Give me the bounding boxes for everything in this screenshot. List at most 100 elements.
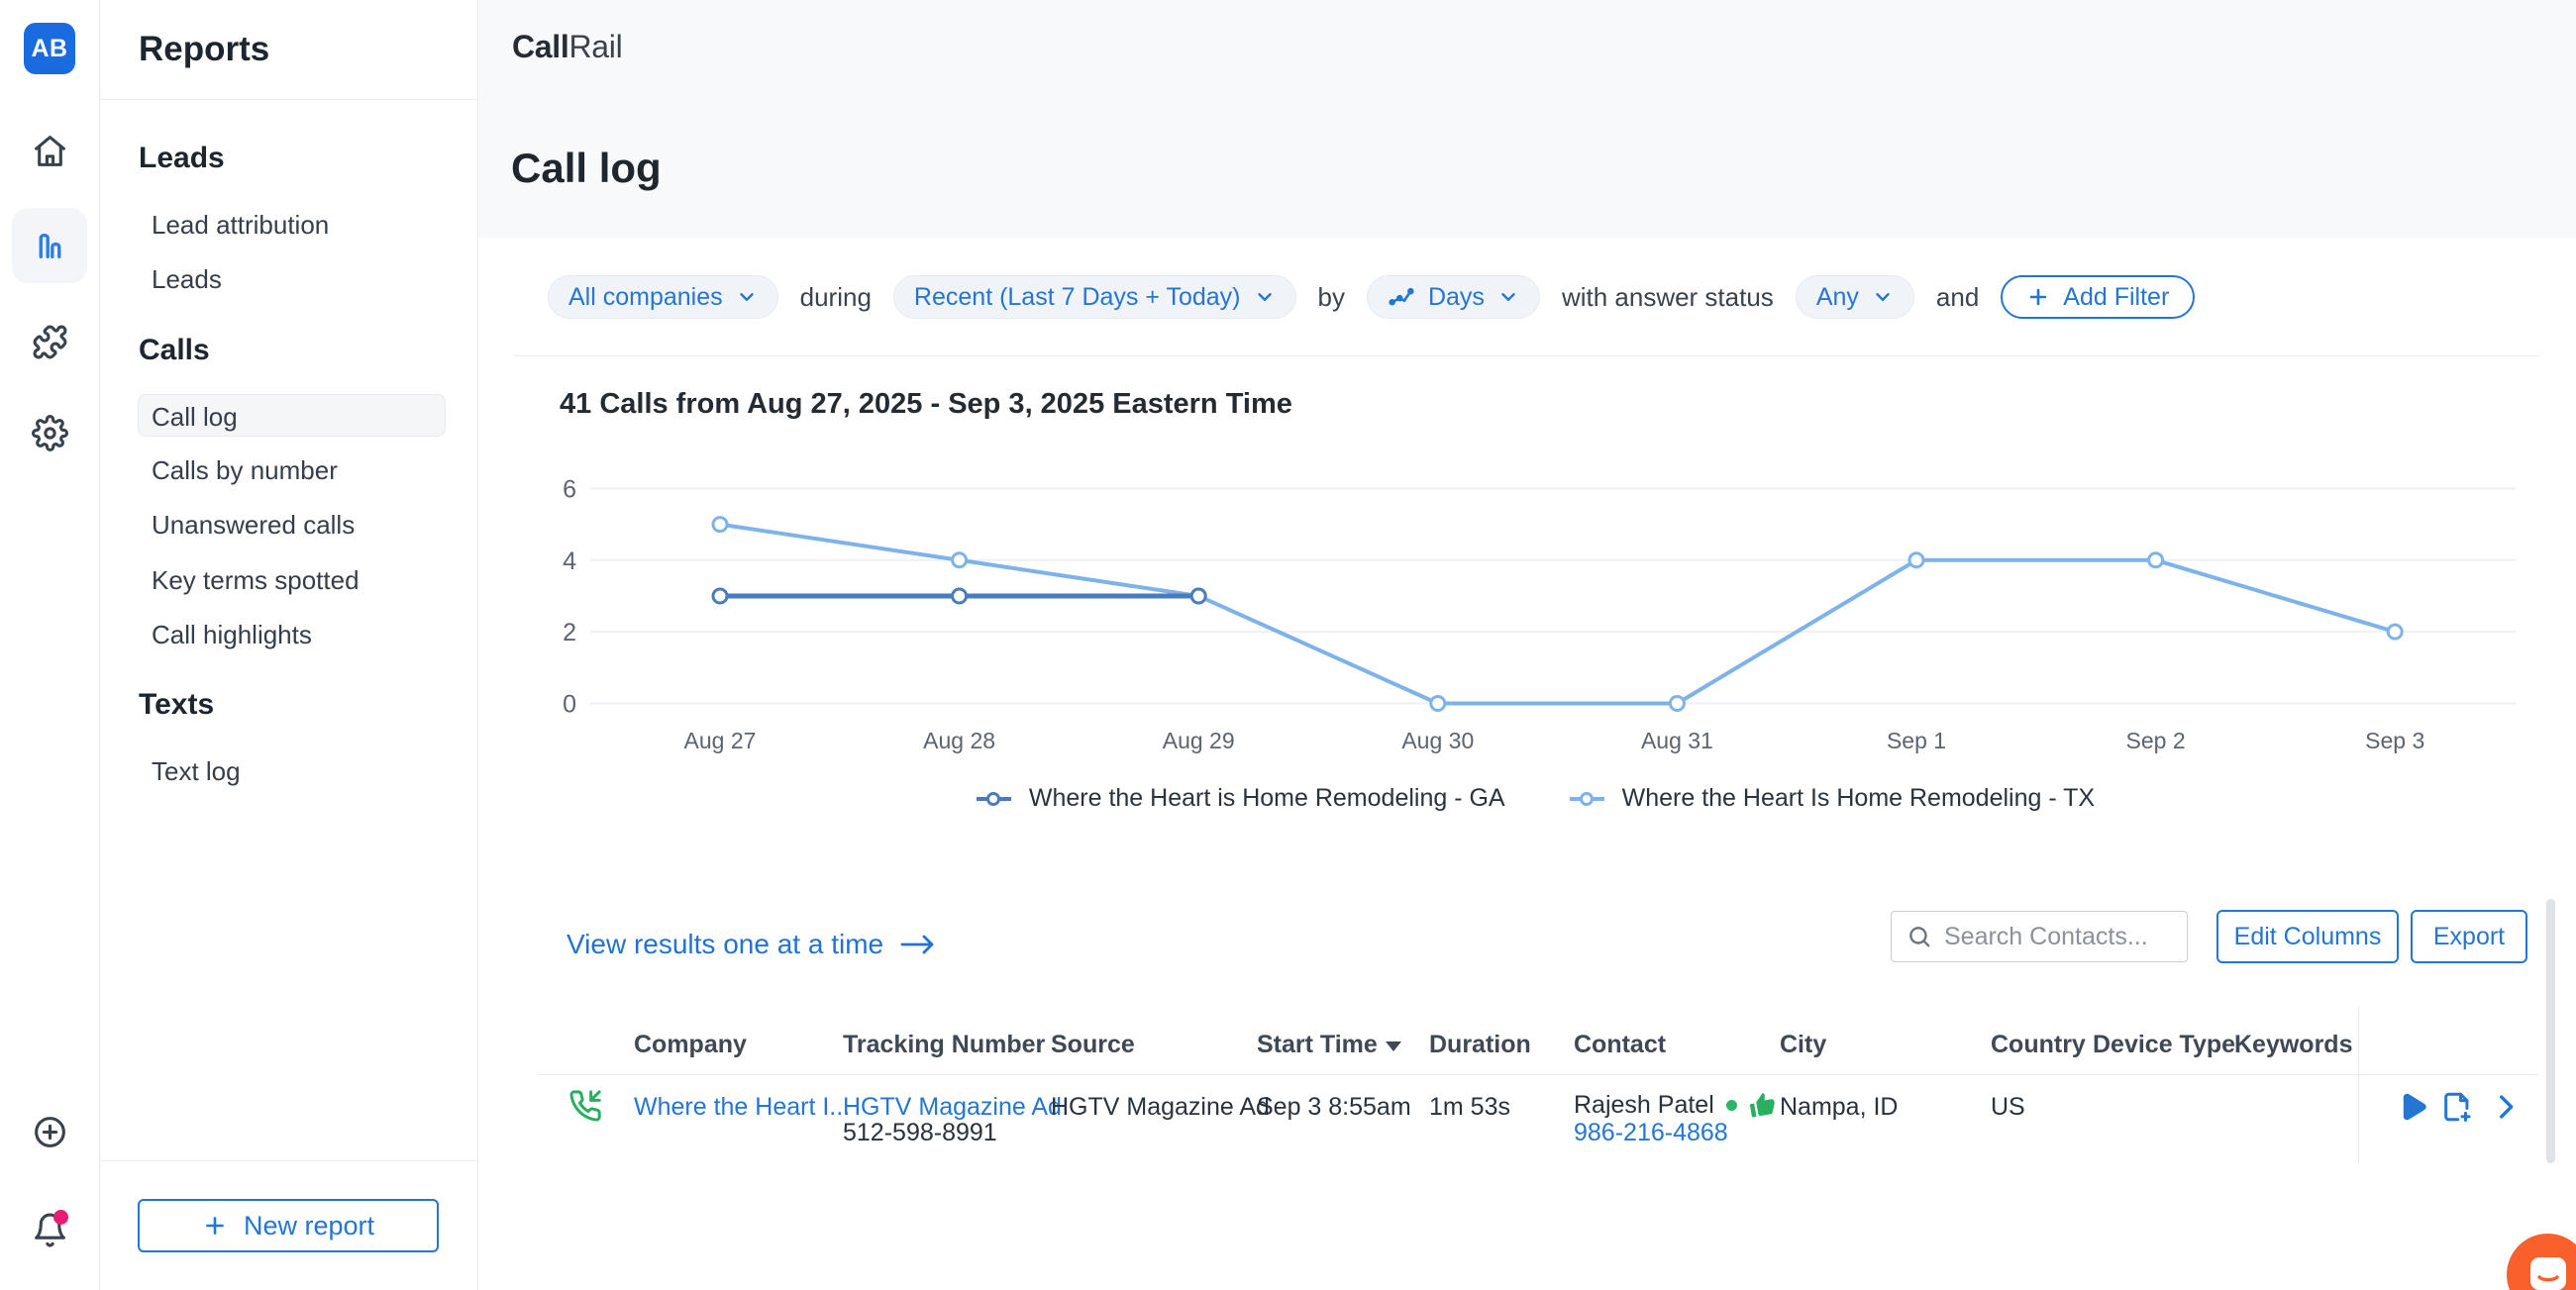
svg-text:Sep 1: Sep 1 bbox=[1887, 728, 1946, 753]
filter-connector-during: during bbox=[799, 281, 872, 312]
svg-text:Aug 28: Aug 28 bbox=[923, 728, 995, 753]
add-filter-label: Add Filter bbox=[2063, 282, 2170, 311]
logo-text-bold: Call bbox=[512, 29, 569, 64]
row-contact-phone-link[interactable]: 986-216-4868 bbox=[1574, 1119, 1728, 1146]
date-range-value: Recent (Last 7 Days + Today) bbox=[913, 282, 1241, 311]
column-header-tracking-number[interactable]: Tracking Number bbox=[843, 1031, 1045, 1059]
column-header-source[interactable]: Source bbox=[1051, 1031, 1135, 1059]
divider bbox=[101, 99, 477, 100]
icon-rail: AB bbox=[0, 0, 100, 1290]
row-contact-name: Rajesh Patel bbox=[1574, 1091, 1714, 1119]
divider bbox=[2358, 1007, 2359, 1163]
legend-item-tx[interactable]: Where the Heart Is Home Remodeling - TX bbox=[1569, 784, 2096, 813]
column-label: Keywords bbox=[2234, 1031, 2353, 1058]
column-header-start-time[interactable]: Start Time bbox=[1257, 1031, 1401, 1059]
sidebar-item-key-terms-spotted[interactable]: Key terms spotted bbox=[152, 565, 360, 595]
column-label: Country bbox=[1991, 1031, 2086, 1058]
column-label: City bbox=[1780, 1031, 1827, 1058]
avatar[interactable]: AB bbox=[24, 23, 75, 74]
open-call-detail-button[interactable] bbox=[2489, 1090, 2523, 1124]
callrail-logo: CallRail bbox=[512, 29, 623, 65]
column-header-duration[interactable]: Duration bbox=[1429, 1031, 1531, 1059]
column-header-device-type[interactable]: Device Type bbox=[2093, 1031, 2235, 1059]
chart-title: 41 Calls from Aug 27, 2025 - Sep 3, 2025… bbox=[560, 388, 1292, 420]
reports-nav-button[interactable] bbox=[12, 208, 87, 283]
legend-marker-icon bbox=[976, 791, 1011, 806]
column-label: Company bbox=[634, 1031, 747, 1058]
edit-columns-button[interactable]: Edit Columns bbox=[2216, 910, 2399, 963]
calls-trend-chart: 0 2 4 6 Aug 27 Aug 28 Aug 29 Aug 30 Aug 31 Sep 1 S… bbox=[563, 475, 2516, 753]
row-tracking-name-link[interactable]: HGTV Magazine Ad bbox=[843, 1093, 1062, 1121]
settings-nav-button[interactable] bbox=[12, 395, 87, 470]
column-header-keywords[interactable]: Keywords bbox=[2234, 1031, 2352, 1059]
chevron-down-icon bbox=[1876, 293, 1890, 301]
svg-text:Aug 27: Aug 27 bbox=[684, 728, 757, 753]
sidebar-item-leads[interactable]: Leads bbox=[152, 264, 222, 294]
filter-connector-and: and bbox=[1935, 281, 1980, 312]
section-leads: Leads bbox=[139, 142, 225, 174]
column-header-country[interactable]: Country bbox=[1991, 1031, 2086, 1059]
svg-text:Aug 30: Aug 30 bbox=[1401, 728, 1474, 753]
notifications-button[interactable] bbox=[12, 1192, 87, 1267]
sidebar-item-text-log[interactable]: Text log bbox=[152, 756, 241, 786]
column-header-company[interactable]: Company bbox=[634, 1031, 747, 1059]
sidebar-item-call-log-selected[interactable] bbox=[138, 394, 446, 437]
sidebar-item-call-log[interactable]: Call log bbox=[152, 402, 238, 432]
column-label: Contact bbox=[1574, 1031, 1667, 1058]
svg-text:6: 6 bbox=[563, 475, 576, 503]
thumbs-up-icon bbox=[1749, 1092, 1775, 1118]
sidebar-item-unanswered-calls[interactable]: Unanswered calls bbox=[152, 510, 356, 540]
export-button[interactable]: Export bbox=[2411, 910, 2527, 963]
legend-item-ga[interactable]: Where the Heart is Home Remodeling - GA bbox=[976, 784, 1505, 813]
arrow-right-icon bbox=[900, 935, 934, 954]
legend-label: Where the Heart Is Home Remodeling - TX bbox=[1621, 784, 2096, 812]
reports-sidebar: Reports Leads Lead attribution Leads Cal… bbox=[101, 0, 478, 1290]
chat-bubble-icon bbox=[2529, 1256, 2566, 1290]
row-duration: 1m 53s bbox=[1429, 1093, 1510, 1121]
chevron-down-icon bbox=[1501, 293, 1515, 301]
plus-icon bbox=[206, 1217, 224, 1235]
view-results-link[interactable]: View results one at a time bbox=[567, 929, 937, 960]
column-label: Duration bbox=[1429, 1031, 1531, 1058]
column-header-city[interactable]: City bbox=[1780, 1031, 1826, 1059]
legend-marker-icon bbox=[1569, 791, 1604, 806]
new-report-label: New report bbox=[243, 1210, 375, 1240]
answer-status-value: Any bbox=[1815, 282, 1859, 311]
filter-connector-answer-status: with answer status bbox=[1561, 281, 1774, 312]
search-contacts-input[interactable] bbox=[1944, 922, 2172, 951]
sidebar-item-calls-by-number[interactable]: Calls by number bbox=[152, 455, 338, 485]
row-source: HGTV Magazine Ad bbox=[1051, 1093, 1270, 1121]
new-report-button[interactable]: New report bbox=[138, 1199, 439, 1252]
sidebar-item-call-highlights[interactable]: Call highlights bbox=[152, 620, 312, 649]
plus-icon bbox=[2029, 288, 2047, 306]
column-label: Device Type bbox=[2093, 1031, 2236, 1058]
scrollbar-thumb[interactable] bbox=[2546, 899, 2555, 1163]
home-nav-button[interactable] bbox=[12, 113, 87, 188]
report-panel: All companies during Recent (Last 7 Days… bbox=[478, 238, 2576, 1290]
answer-status-dropdown[interactable]: Any bbox=[1795, 275, 1914, 319]
company-filter-value: All companies bbox=[568, 282, 723, 311]
row-company-link[interactable]: Where the Heart I... bbox=[634, 1093, 851, 1121]
sort-desc-icon bbox=[1385, 1042, 1401, 1051]
play-recording-button[interactable] bbox=[2396, 1090, 2429, 1124]
logo-text-light: Rail bbox=[568, 29, 623, 64]
integrations-nav-button[interactable] bbox=[12, 304, 87, 379]
column-header-contact[interactable]: Contact bbox=[1574, 1031, 1666, 1059]
chart-legend: Where the Heart is Home Remodeling - GA … bbox=[515, 784, 2555, 813]
play-icon bbox=[2403, 1093, 2426, 1121]
interval-dropdown[interactable]: Days bbox=[1366, 275, 1540, 319]
add-note-button[interactable] bbox=[2440, 1090, 2474, 1124]
svg-text:2: 2 bbox=[563, 619, 576, 646]
sidebar-item-lead-attribution[interactable]: Lead attribution bbox=[152, 210, 330, 240]
company-filter-dropdown[interactable]: All companies bbox=[548, 275, 778, 319]
column-label: Source bbox=[1051, 1031, 1135, 1058]
add-nav-button[interactable] bbox=[12, 1094, 87, 1169]
bar-chart-icon bbox=[39, 233, 60, 258]
date-range-dropdown[interactable]: Recent (Last 7 Days + Today) bbox=[892, 275, 1296, 319]
svg-text:4: 4 bbox=[563, 547, 576, 575]
search-contacts-box bbox=[1891, 911, 2188, 962]
add-filter-button[interactable]: Add Filter bbox=[2001, 275, 2196, 319]
row-tracking-number: 512-598-8991 bbox=[843, 1119, 997, 1146]
divider bbox=[101, 1160, 477, 1161]
